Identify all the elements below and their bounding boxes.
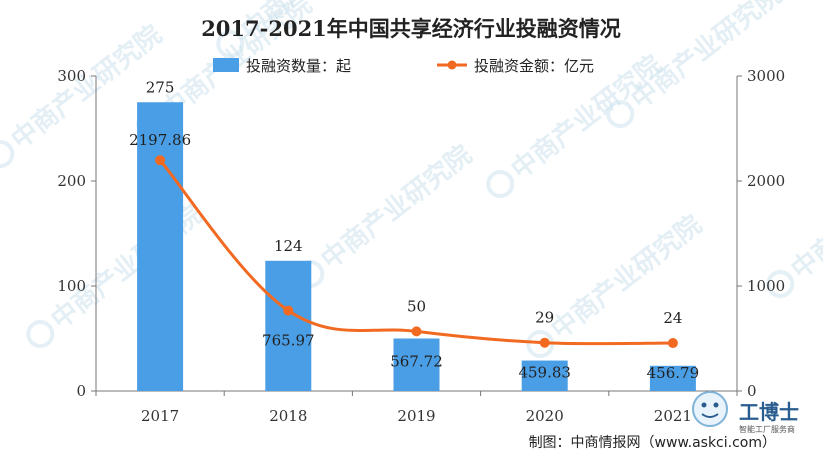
watermark: 中商产业研究院 [526,209,708,358]
legend-line-marker [447,60,457,70]
bar-data-label: 50 [407,297,426,315]
line-point [539,337,550,348]
left-tick-label: 0 [76,382,86,400]
line-data-labels: 2197.86 765.97 567.72 459.83 456.79 [129,131,699,382]
right-tick-label: 3000 [747,67,785,85]
bar-data-label: 24 [663,309,682,327]
chart-title: 2017-2021年中国共享经济行业投融资情况 [201,16,621,41]
right-tick-label: 1000 [747,277,785,295]
bar [265,260,312,391]
line-data-label: 459.83 [518,364,571,382]
watermark: 中商产业研究院 [296,139,478,288]
x-tick-label: 2021 [654,407,692,425]
left-tick-label: 200 [57,172,86,190]
source-note: 制图：中商情报网（www.askci.com） [529,435,776,451]
line-path [158,159,673,346]
line-series [155,155,678,349]
left-tick-labels: 0 100 200 300 [57,67,96,400]
x-tick-label: 2019 [397,407,435,425]
line-data-label: 765.97 [262,332,315,350]
right-tick-label: 2000 [747,172,785,190]
watermark-text: 中商产业研究院 [45,199,208,335]
logo-subtext: 智能工厂服务商 [739,424,795,434]
line-point [155,155,166,166]
watermark-text: 中商产业研究院 [315,139,478,275]
bar-data-label: 124 [274,237,303,255]
right-tick-labels: 0 1000 2000 3000 [737,67,785,400]
watermark-text: 中商产业研究院 [545,209,708,345]
line-data-label: 2197.86 [129,131,191,149]
x-tick-label: 2020 [526,407,564,425]
bar [521,360,568,391]
left-tick-label: 300 [57,67,86,85]
line-point [411,326,422,337]
legend-line-label: 投融资金额：亿元 [474,57,594,75]
legend: 投融资数量：起 投融资金额：亿元 [213,57,594,75]
legend-bar-label: 投融资数量：起 [246,57,351,75]
bar-data-labels: 275 124 50 29 24 [146,78,683,327]
bar [393,338,440,391]
logo-mascot-icon [692,391,728,427]
line-point [667,338,678,349]
left-tick-label: 100 [57,277,86,295]
bar-data-label: 29 [535,309,554,327]
watermark-text: 中商产业研究院 [785,149,823,285]
x-tick-label: 2018 [269,407,307,425]
bar [137,102,184,391]
logo-text: 工博士 [739,400,799,424]
bar-data-label: 275 [146,78,175,96]
legend-bar-swatch [213,58,239,72]
x-tick-labels: 2017 2018 2019 2020 2021 [95,391,738,425]
bar-series [137,102,696,391]
line-data-label: 567.72 [390,352,443,370]
right-tick-label: 0 [747,382,757,400]
bar [649,365,696,391]
x-tick-label: 2017 [141,407,179,425]
line-point [283,305,294,316]
logo: 工博士 智能工厂服务商 [692,391,799,434]
line-data-label: 456.79 [647,364,700,382]
